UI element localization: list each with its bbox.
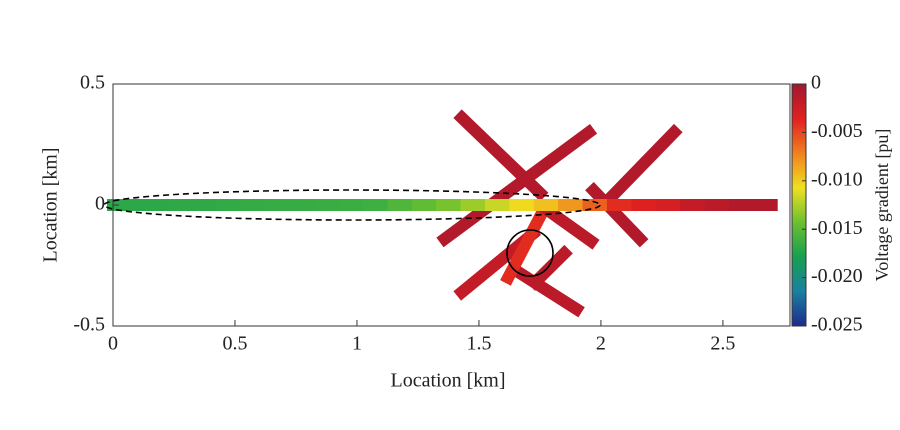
colorbar-tick-label: -0.010 [811,168,863,190]
feeder-segment [507,262,585,318]
x-tick-label: 0 [108,333,118,355]
colorbar-tick-label: -0.020 [811,265,863,287]
x-tick-label: 0.5 [222,333,247,355]
feeder-segment [538,201,600,250]
colorbar-tick-label: -0.025 [811,314,863,336]
x-axis-label: Location [km] [391,370,506,392]
feeder-segment [453,109,549,202]
colorbar-tick-label: 0 [811,72,821,94]
colorbar-tick-label: -0.005 [811,120,863,142]
y-axis-label: Location [km] [40,148,62,263]
highlight-ellipse [103,189,601,221]
colorbar-tick-label: -0.015 [811,217,863,239]
x-tick-label: 1.5 [466,333,491,355]
y-tick-label: -0.5 [73,314,105,336]
y-tick-label: 0.5 [80,72,105,94]
feeder-segment [436,124,598,248]
highlight-circle [506,229,554,277]
colorbar-label: Voltage gradient [pu] [872,129,892,282]
x-tick-label: 2.5 [710,333,735,355]
colorbar [791,83,807,327]
feeder-segment [526,244,573,291]
x-tick-label: 1 [352,333,362,355]
x-tick-label: 2 [596,333,606,355]
y-tick-label: 0 [95,193,105,215]
feeder-segment [500,204,551,286]
feeder-segment [585,181,649,248]
feeder-segment [599,123,683,209]
